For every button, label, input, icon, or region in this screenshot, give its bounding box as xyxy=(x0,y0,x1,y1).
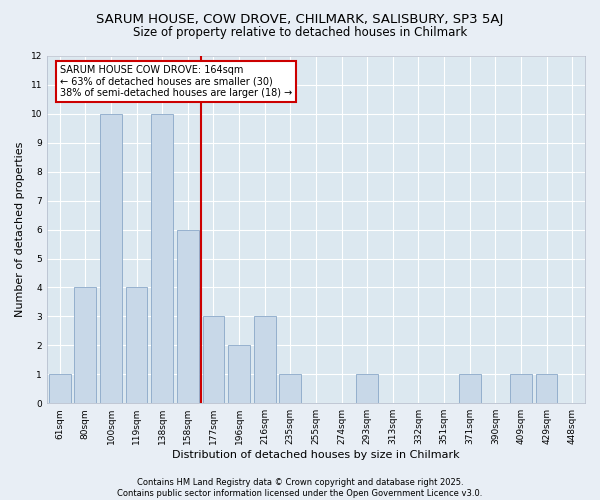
Y-axis label: Number of detached properties: Number of detached properties xyxy=(15,142,25,318)
Bar xyxy=(510,374,532,403)
Bar xyxy=(228,346,250,403)
Bar xyxy=(203,316,224,403)
Bar xyxy=(49,374,71,403)
Bar xyxy=(459,374,481,403)
Bar xyxy=(151,114,173,403)
Bar xyxy=(126,288,148,403)
X-axis label: Distribution of detached houses by size in Chilmark: Distribution of detached houses by size … xyxy=(172,450,460,460)
Bar xyxy=(280,374,301,403)
Text: Size of property relative to detached houses in Chilmark: Size of property relative to detached ho… xyxy=(133,26,467,39)
Bar xyxy=(74,288,96,403)
Bar xyxy=(356,374,378,403)
Bar xyxy=(177,230,199,403)
Bar xyxy=(536,374,557,403)
Bar xyxy=(254,316,275,403)
Text: SARUM HOUSE, COW DROVE, CHILMARK, SALISBURY, SP3 5AJ: SARUM HOUSE, COW DROVE, CHILMARK, SALISB… xyxy=(97,12,503,26)
Text: SARUM HOUSE COW DROVE: 164sqm
← 63% of detached houses are smaller (30)
38% of s: SARUM HOUSE COW DROVE: 164sqm ← 63% of d… xyxy=(60,64,292,98)
Text: Contains HM Land Registry data © Crown copyright and database right 2025.
Contai: Contains HM Land Registry data © Crown c… xyxy=(118,478,482,498)
Bar xyxy=(100,114,122,403)
